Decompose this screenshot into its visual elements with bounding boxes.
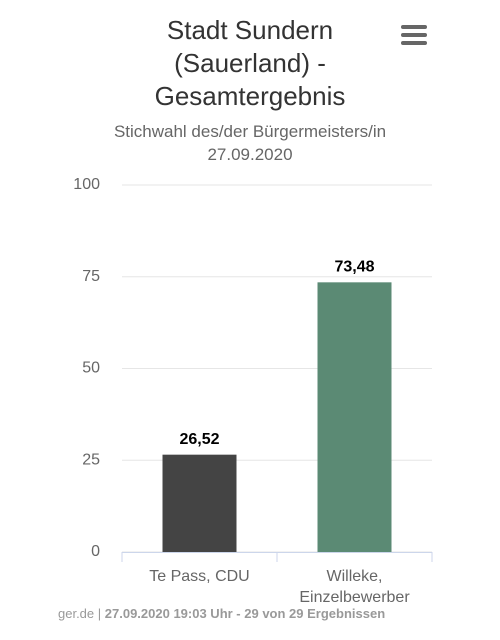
y-tick-label: 75	[82, 268, 100, 285]
data-label: 73,48	[334, 259, 374, 276]
menu-button[interactable]	[401, 25, 427, 45]
x-tick-label: Willeke, Einzelbewerber	[299, 568, 410, 606]
bar	[162, 454, 237, 552]
y-tick-label: 50	[82, 360, 100, 377]
credits-source: ger.de |	[58, 606, 102, 621]
y-tick-label: 100	[73, 176, 100, 193]
x-tick-label: Te Pass, CDU	[149, 568, 250, 585]
menu-bar	[401, 33, 427, 37]
chart-title: Stadt Sundern (Sauerland) - Gesamtergebn…	[154, 15, 346, 111]
credits-text: 27.09.2020 19:03 Uhr - 29 von 29 Ergebni…	[104, 606, 386, 621]
menu-bar	[401, 41, 427, 45]
menu-bar	[401, 25, 427, 29]
y-tick-label: 0	[91, 543, 100, 560]
chart-subtitle: Stichwahl des/der Bürgermeisters/in 27.0…	[113, 122, 387, 164]
bar	[317, 282, 392, 552]
data-label: 26,52	[179, 431, 219, 448]
y-tick-label: 25	[82, 451, 100, 468]
credits: ger.de | 27.09.2020 19:03 Uhr - 29 von 2…	[58, 606, 385, 621]
